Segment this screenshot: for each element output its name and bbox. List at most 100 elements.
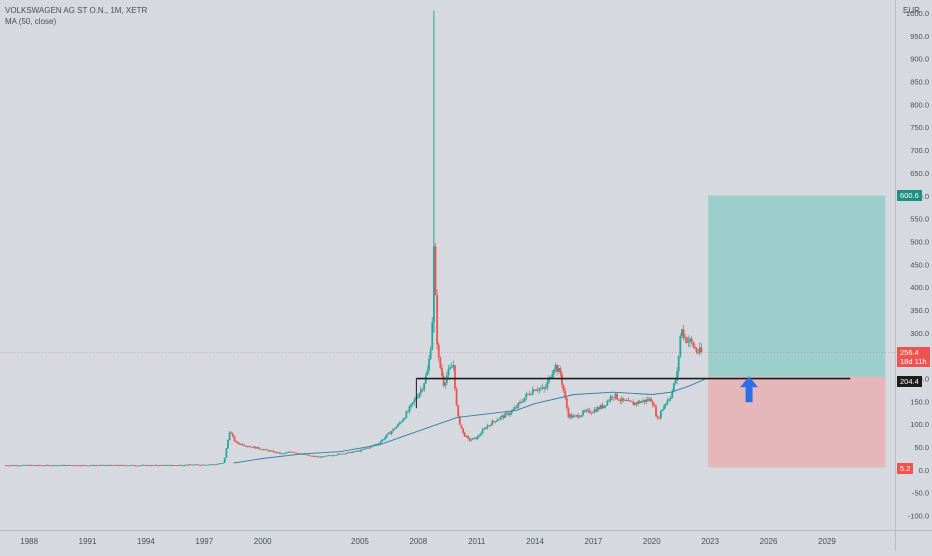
candle-body (42, 465, 45, 467)
candle-body (205, 464, 208, 466)
candle-body (120, 464, 122, 466)
candle-body (225, 448, 228, 458)
candle-body (256, 447, 259, 449)
candle-body (212, 464, 215, 466)
candle-body (447, 369, 450, 376)
candle-body (77, 465, 80, 467)
candle-body (616, 393, 618, 400)
candle-body (609, 396, 612, 401)
candle-body (509, 413, 511, 415)
price-tick-label: 550.0 (910, 215, 929, 224)
candle-body (423, 383, 426, 390)
candle-body (504, 413, 507, 418)
price-tick-label: -100.0 (908, 512, 929, 521)
candle-body (197, 464, 200, 466)
candle-body (369, 446, 372, 448)
chart-pane[interactable]: VOLKSWAGEN AG ST O.N., 1M, XETR MA (50, … (0, 0, 895, 530)
candle-body (672, 383, 675, 392)
candle-body (111, 464, 114, 466)
price-scale[interactable]: 1000.0 950.0 900.0 850.0 800.0 750.0 700.0 650.… (896, 0, 932, 530)
candle-body (454, 365, 456, 389)
candle-body (327, 455, 330, 457)
candle-body (6, 465, 9, 467)
time-tick-label: 2026 (760, 537, 778, 546)
candle-body (360, 449, 362, 452)
candle-body (510, 410, 513, 414)
candle-body (398, 422, 401, 424)
candle-body (183, 465, 186, 467)
candle-body (494, 421, 497, 423)
candle-body (277, 452, 280, 454)
candle-body (643, 400, 646, 403)
candle-body (522, 401, 524, 403)
price-tick-label: 950.0 (910, 32, 929, 41)
candle-body (241, 443, 244, 446)
candle-body (536, 389, 539, 391)
candle-body (139, 465, 142, 467)
time-tick-label: 2008 (409, 537, 427, 546)
time-scale[interactable]: 1988 1991 1994 1997 2000 2005 2008 2011 2014 2017… (0, 531, 895, 551)
candle-body (364, 448, 367, 450)
symbol-title[interactable]: VOLKSWAGEN AG ST O.N., 1M, XETR (5, 6, 148, 15)
candle-body (381, 439, 383, 442)
candle-body (520, 401, 523, 403)
candle-body (13, 465, 15, 466)
candle-body (210, 464, 213, 466)
time-tick-label: 2005 (351, 537, 369, 546)
candle-body (585, 410, 588, 412)
candle-body (68, 465, 70, 466)
candle-body (366, 447, 369, 449)
currency-label[interactable]: EUR (903, 6, 920, 15)
candle-body (544, 387, 547, 389)
candle-body (193, 464, 195, 466)
candle-body (262, 449, 265, 451)
candle-body (685, 337, 688, 343)
candle-body (249, 446, 252, 448)
candle-body (559, 368, 562, 375)
candle-body (674, 380, 677, 384)
candle-body (295, 452, 297, 454)
price-tick-label: 400.0 (910, 283, 929, 292)
candle-body (163, 465, 166, 466)
candle-body (656, 416, 659, 418)
candle-body (562, 384, 565, 392)
candle-body (514, 407, 516, 410)
candlestick-chart[interactable] (0, 0, 895, 530)
candle-body (497, 419, 500, 421)
candle-body (632, 402, 635, 405)
candle-body (43, 465, 46, 467)
candle-body (92, 464, 95, 466)
candle-body (653, 405, 656, 407)
candle-body (86, 465, 88, 467)
candle-body (471, 438, 474, 440)
candle-body (475, 437, 477, 440)
price-tick-label: 900.0 (910, 55, 929, 64)
indicator-label[interactable]: MA (50, close) (5, 17, 57, 26)
candle-body (103, 465, 106, 467)
stop-zone (708, 376, 886, 468)
target-price-badge: 600.6 (897, 190, 922, 202)
candle-body (254, 446, 257, 449)
candle-body (407, 411, 409, 413)
candle-body (270, 450, 273, 452)
candle-body (517, 403, 520, 408)
candle-body (655, 406, 657, 417)
candle-body (233, 436, 236, 442)
candle-body (51, 465, 54, 466)
candle-body (606, 400, 609, 406)
candle-body (664, 403, 667, 406)
candle-body (152, 465, 155, 466)
candle-body (499, 416, 502, 420)
candle-body (535, 389, 537, 391)
candle-body (100, 464, 103, 466)
candle-body (476, 436, 479, 440)
candle-body (230, 432, 233, 434)
candle-body (689, 338, 691, 342)
candle-body (189, 464, 192, 466)
candle-body (244, 445, 247, 447)
time-axis[interactable]: 1988 1991 1994 1997 2000 2005 2008 2011 2014 2017… (0, 530, 895, 551)
candle-body (455, 388, 458, 406)
candle-body (304, 454, 307, 455)
price-axis[interactable]: 1000.0 950.0 900.0 850.0 800.0 750.0 700.0 650.… (895, 0, 932, 530)
candle-body (523, 397, 526, 402)
